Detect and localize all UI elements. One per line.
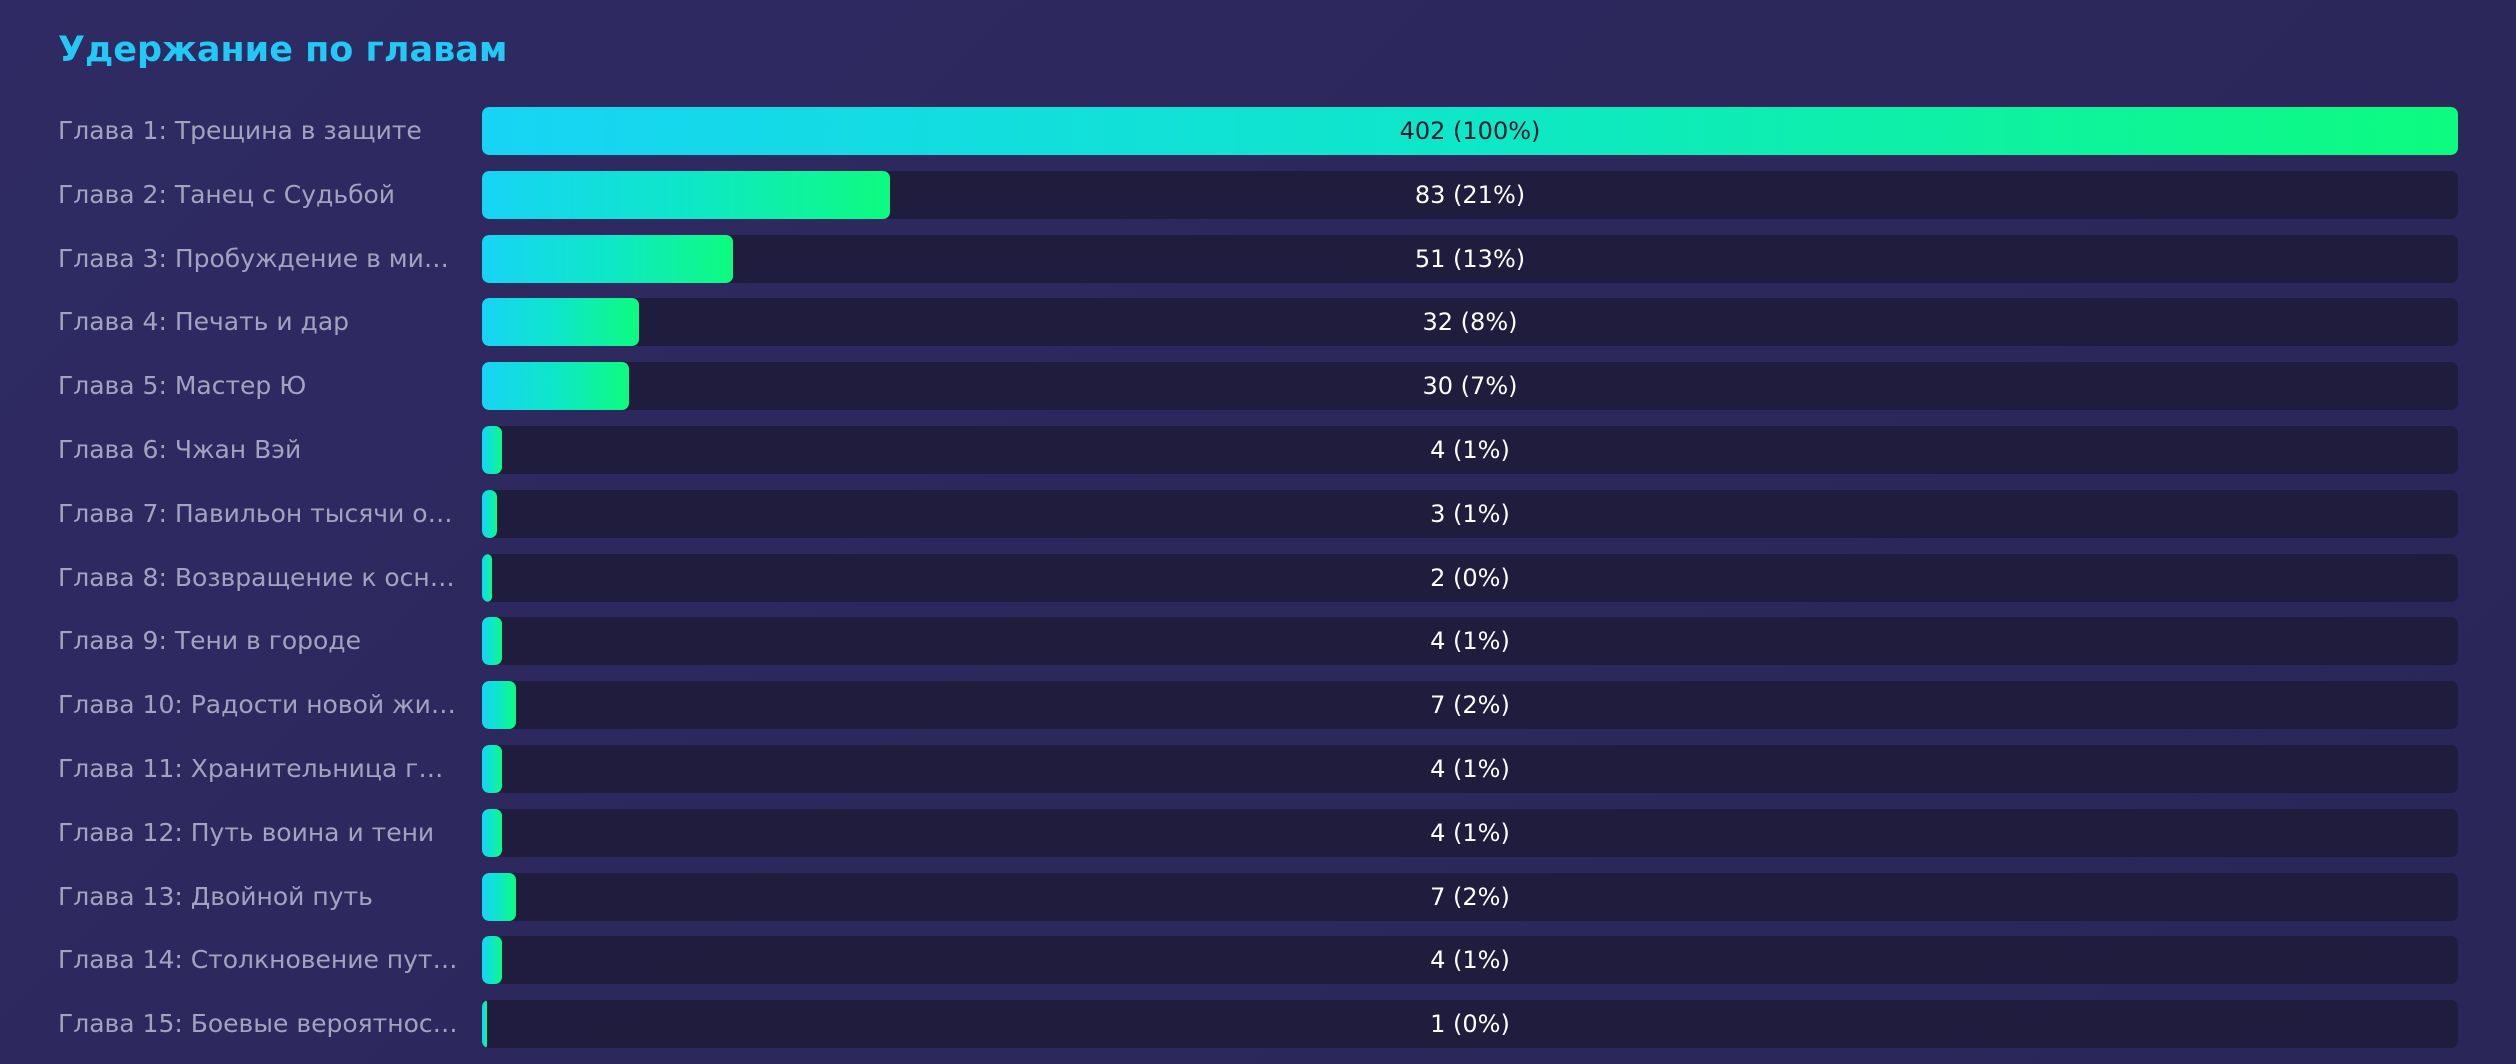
value-label: 1 (0%) xyxy=(1430,1010,1510,1038)
category-label: Глава 1: Трещина в защите xyxy=(58,116,422,145)
bar-row: Глава 6: Чжан Вэй 4 (1%) xyxy=(0,426,2516,474)
category-label: Глава 13: Двойной путь xyxy=(58,882,373,911)
category-label: Глава 3: Пробуждение в мире... xyxy=(58,244,458,273)
category-label: Глава 10: Радости новой жизни xyxy=(58,690,458,719)
bar-row: Глава 5: Мастер Ю 30 (7%) xyxy=(0,362,2516,410)
bar-track: 30 (7%) xyxy=(482,362,2458,410)
bar xyxy=(482,809,502,857)
category-label: Глава 11: Хранительница грани xyxy=(58,754,458,783)
bar-track: 83 (21%) xyxy=(482,171,2458,219)
category-label: Глава 15: Боевые вероятности xyxy=(58,1009,458,1038)
bar xyxy=(482,107,2458,155)
category-label: Глава 7: Павильон тысячи отр... xyxy=(58,499,458,528)
bar-row: Глава 11: Хранительница грани 4 (1%) xyxy=(0,745,2516,793)
bar xyxy=(482,681,516,729)
bar xyxy=(482,936,502,984)
chart-title: Удержание по главам xyxy=(58,30,508,70)
bar-track: 4 (1%) xyxy=(482,426,2458,474)
value-label: 3 (1%) xyxy=(1430,500,1510,528)
value-label: 7 (2%) xyxy=(1430,883,1510,911)
category-label: Глава 12: Путь воина и тени xyxy=(58,818,435,847)
value-label: 2 (0%) xyxy=(1430,564,1510,592)
bar-track: 32 (8%) xyxy=(482,298,2458,346)
value-label: 51 (13%) xyxy=(1414,245,1526,273)
bar xyxy=(482,617,502,665)
bar-row: Глава 2: Танец с Судьбой 83 (21%) xyxy=(0,171,2516,219)
bar-row: Глава 14: Столкновение путей 4 (1%) xyxy=(0,936,2516,984)
bar xyxy=(482,362,629,410)
bar-track: 7 (2%) xyxy=(482,873,2458,921)
bar xyxy=(482,171,890,219)
bar xyxy=(482,873,516,921)
bar-track: 402 (100%) xyxy=(482,107,2458,155)
bar xyxy=(482,298,639,346)
value-label: 30 (7%) xyxy=(1422,372,1518,400)
value-label: 4 (1%) xyxy=(1430,436,1510,464)
bar-track: 51 (13%) xyxy=(482,235,2458,283)
value-label: 402 (100%) xyxy=(1399,117,1541,145)
bar-row: Глава 7: Павильон тысячи отр... 3 (1%) xyxy=(0,490,2516,538)
category-label: Глава 4: Печать и дар xyxy=(58,307,350,336)
bar-track: 2 (0%) xyxy=(482,554,2458,602)
category-label: Глава 2: Танец с Судьбой xyxy=(58,180,396,209)
bar xyxy=(482,1000,487,1048)
bar xyxy=(482,490,497,538)
bar-row: Глава 4: Печать и дар 32 (8%) xyxy=(0,298,2516,346)
bar-row: Глава 15: Боевые вероятности 1 (0%) xyxy=(0,1000,2516,1048)
category-label: Глава 5: Мастер Ю xyxy=(58,371,307,400)
value-label: 32 (8%) xyxy=(1422,308,1518,336)
bar-track: 7 (2%) xyxy=(482,681,2458,729)
bar-row: Глава 13: Двойной путь 7 (2%) xyxy=(0,873,2516,921)
bar-track: 3 (1%) xyxy=(482,490,2458,538)
bar-row: Глава 12: Путь воина и тени 4 (1%) xyxy=(0,809,2516,857)
category-label: Глава 6: Чжан Вэй xyxy=(58,435,302,464)
value-label: 4 (1%) xyxy=(1430,819,1510,847)
bar-track: 4 (1%) xyxy=(482,745,2458,793)
bar xyxy=(482,745,502,793)
bar-row: Глава 9: Тени в городе 4 (1%) xyxy=(0,617,2516,665)
value-label: 4 (1%) xyxy=(1430,627,1510,655)
bar-track: 4 (1%) xyxy=(482,809,2458,857)
bar-row: Глава 1: Трещина в защите 402 (100%) xyxy=(0,107,2516,155)
bar-row: Глава 3: Пробуждение в мире... 51 (13%) xyxy=(0,235,2516,283)
category-label: Глава 8: Возвращение к осно... xyxy=(58,563,458,592)
category-label: Глава 9: Тени в городе xyxy=(58,626,361,655)
value-label: 4 (1%) xyxy=(1430,755,1510,783)
bar xyxy=(482,235,733,283)
bar-track: 1 (0%) xyxy=(482,1000,2458,1048)
bar xyxy=(482,554,492,602)
bar-track: 4 (1%) xyxy=(482,936,2458,984)
bar-track: 4 (1%) xyxy=(482,617,2458,665)
value-label: 4 (1%) xyxy=(1430,946,1510,974)
bar-row: Глава 8: Возвращение к осно... 2 (0%) xyxy=(0,554,2516,602)
category-label: Глава 14: Столкновение путей xyxy=(58,945,458,974)
value-label: 7 (2%) xyxy=(1430,691,1510,719)
bar xyxy=(482,426,502,474)
bar-row: Глава 10: Радости новой жизни 7 (2%) xyxy=(0,681,2516,729)
value-label: 83 (21%) xyxy=(1414,181,1526,209)
